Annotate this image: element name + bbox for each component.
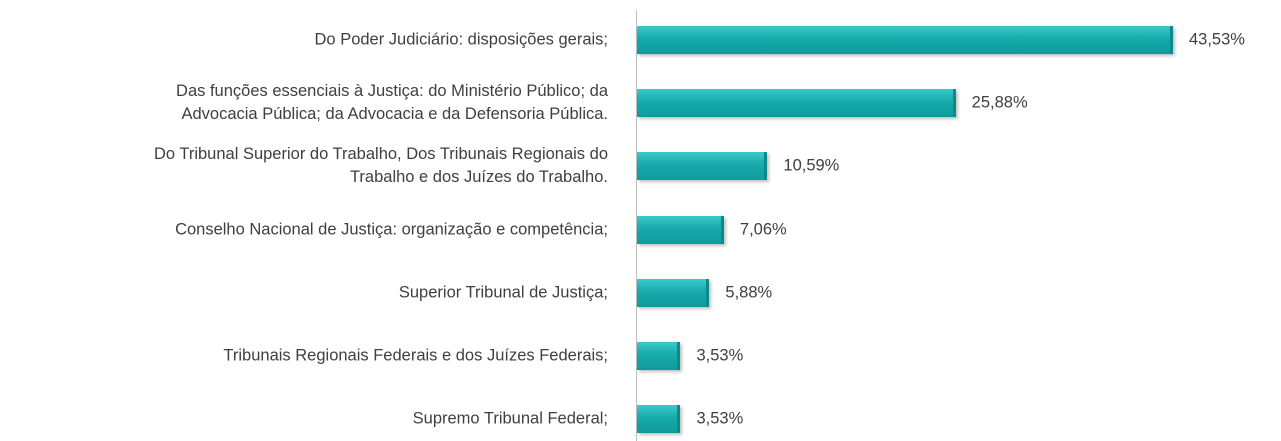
bar — [637, 405, 681, 434]
category-label: Supremo Tribunal Federal; — [412, 409, 608, 428]
bar — [637, 215, 724, 244]
bar — [637, 152, 768, 181]
bar — [637, 278, 710, 307]
bar — [637, 342, 681, 370]
value-label: 3,53% — [696, 346, 744, 365]
value-label: 3,53% — [696, 409, 744, 428]
category-label: Das funções essenciais à Justiça: do Min… — [176, 82, 608, 124]
bar — [637, 89, 956, 118]
axis-line — [636, 10, 637, 441]
category-label: Do Tribunal Superior do Trabalho, Dos Tr… — [153, 145, 608, 187]
value-label: 10,59% — [783, 156, 840, 175]
category-label: Conselho Nacional de Justiça: organizaçã… — [175, 220, 608, 239]
category-label: Do Poder Judiciário: disposições gerais; — [314, 30, 608, 49]
category-label: Tribunais Regionais Federais e dos Juíze… — [223, 346, 608, 365]
value-label: 7,06% — [739, 220, 787, 239]
value-label: 43,53% — [1189, 30, 1245, 49]
value-label: 25,88% — [971, 93, 1028, 112]
bar — [637, 26, 1173, 54]
category-label: Superior Tribunal de Justiça; — [398, 283, 608, 302]
value-label: 5,88% — [725, 283, 773, 302]
